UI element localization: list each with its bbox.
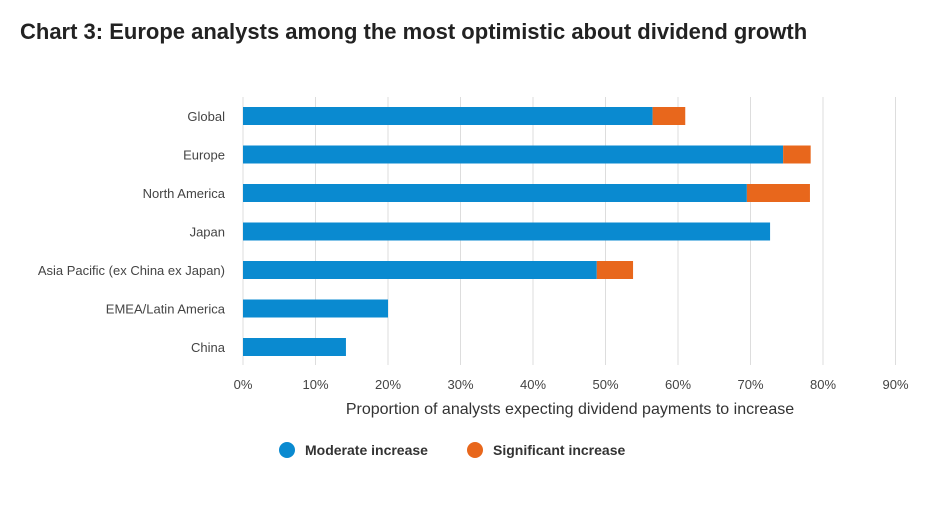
bar-significant (783, 145, 811, 164)
category-label: China (191, 340, 226, 355)
bar-moderate (243, 299, 388, 318)
category-label: Europe (183, 148, 225, 163)
tick-label: 20% (375, 377, 401, 392)
category-labels: Global Europe North America Japan Asia Pacif… (38, 109, 226, 355)
chart-title: Chart 3: Europe analysts among the most … (20, 19, 808, 44)
bar-moderate (243, 338, 346, 356)
bar-moderate (243, 184, 747, 202)
bars (243, 107, 811, 356)
category-label: North America (143, 186, 226, 201)
category-label: EMEA/Latin America (106, 302, 226, 317)
tick-label: 60% (665, 377, 691, 392)
tick-labels: 0% 10% 20% 30% 40% 50% 60% 70% 80% 90% (234, 377, 909, 392)
category-label: Global (187, 109, 225, 124)
legend-label: Significant increase (493, 442, 625, 458)
bar-moderate (243, 222, 771, 241)
bar-significant (596, 261, 634, 279)
tick-label: 10% (302, 377, 328, 392)
bar-significant (746, 184, 810, 202)
legend-marker (279, 442, 295, 458)
bar-significant (652, 107, 686, 125)
bar-moderate (243, 261, 597, 279)
tick-label: 90% (882, 377, 908, 392)
tick-label: 0% (234, 377, 253, 392)
tick-label: 70% (737, 377, 763, 392)
x-axis-title: Proportion of analysts expecting dividen… (346, 401, 794, 418)
legend-label: Moderate increase (305, 442, 428, 458)
category-label: Japan (190, 225, 225, 240)
tick-label: 80% (810, 377, 836, 392)
legend-marker (467, 442, 483, 458)
bar-moderate (243, 145, 784, 164)
legend: Moderate increase Significant increase (279, 442, 625, 458)
category-label: Asia Pacific (ex China ex Japan) (38, 263, 225, 278)
tick-label: 50% (592, 377, 618, 392)
tick-label: 40% (520, 377, 546, 392)
tick-label: 30% (447, 377, 473, 392)
bar-moderate (243, 107, 653, 125)
